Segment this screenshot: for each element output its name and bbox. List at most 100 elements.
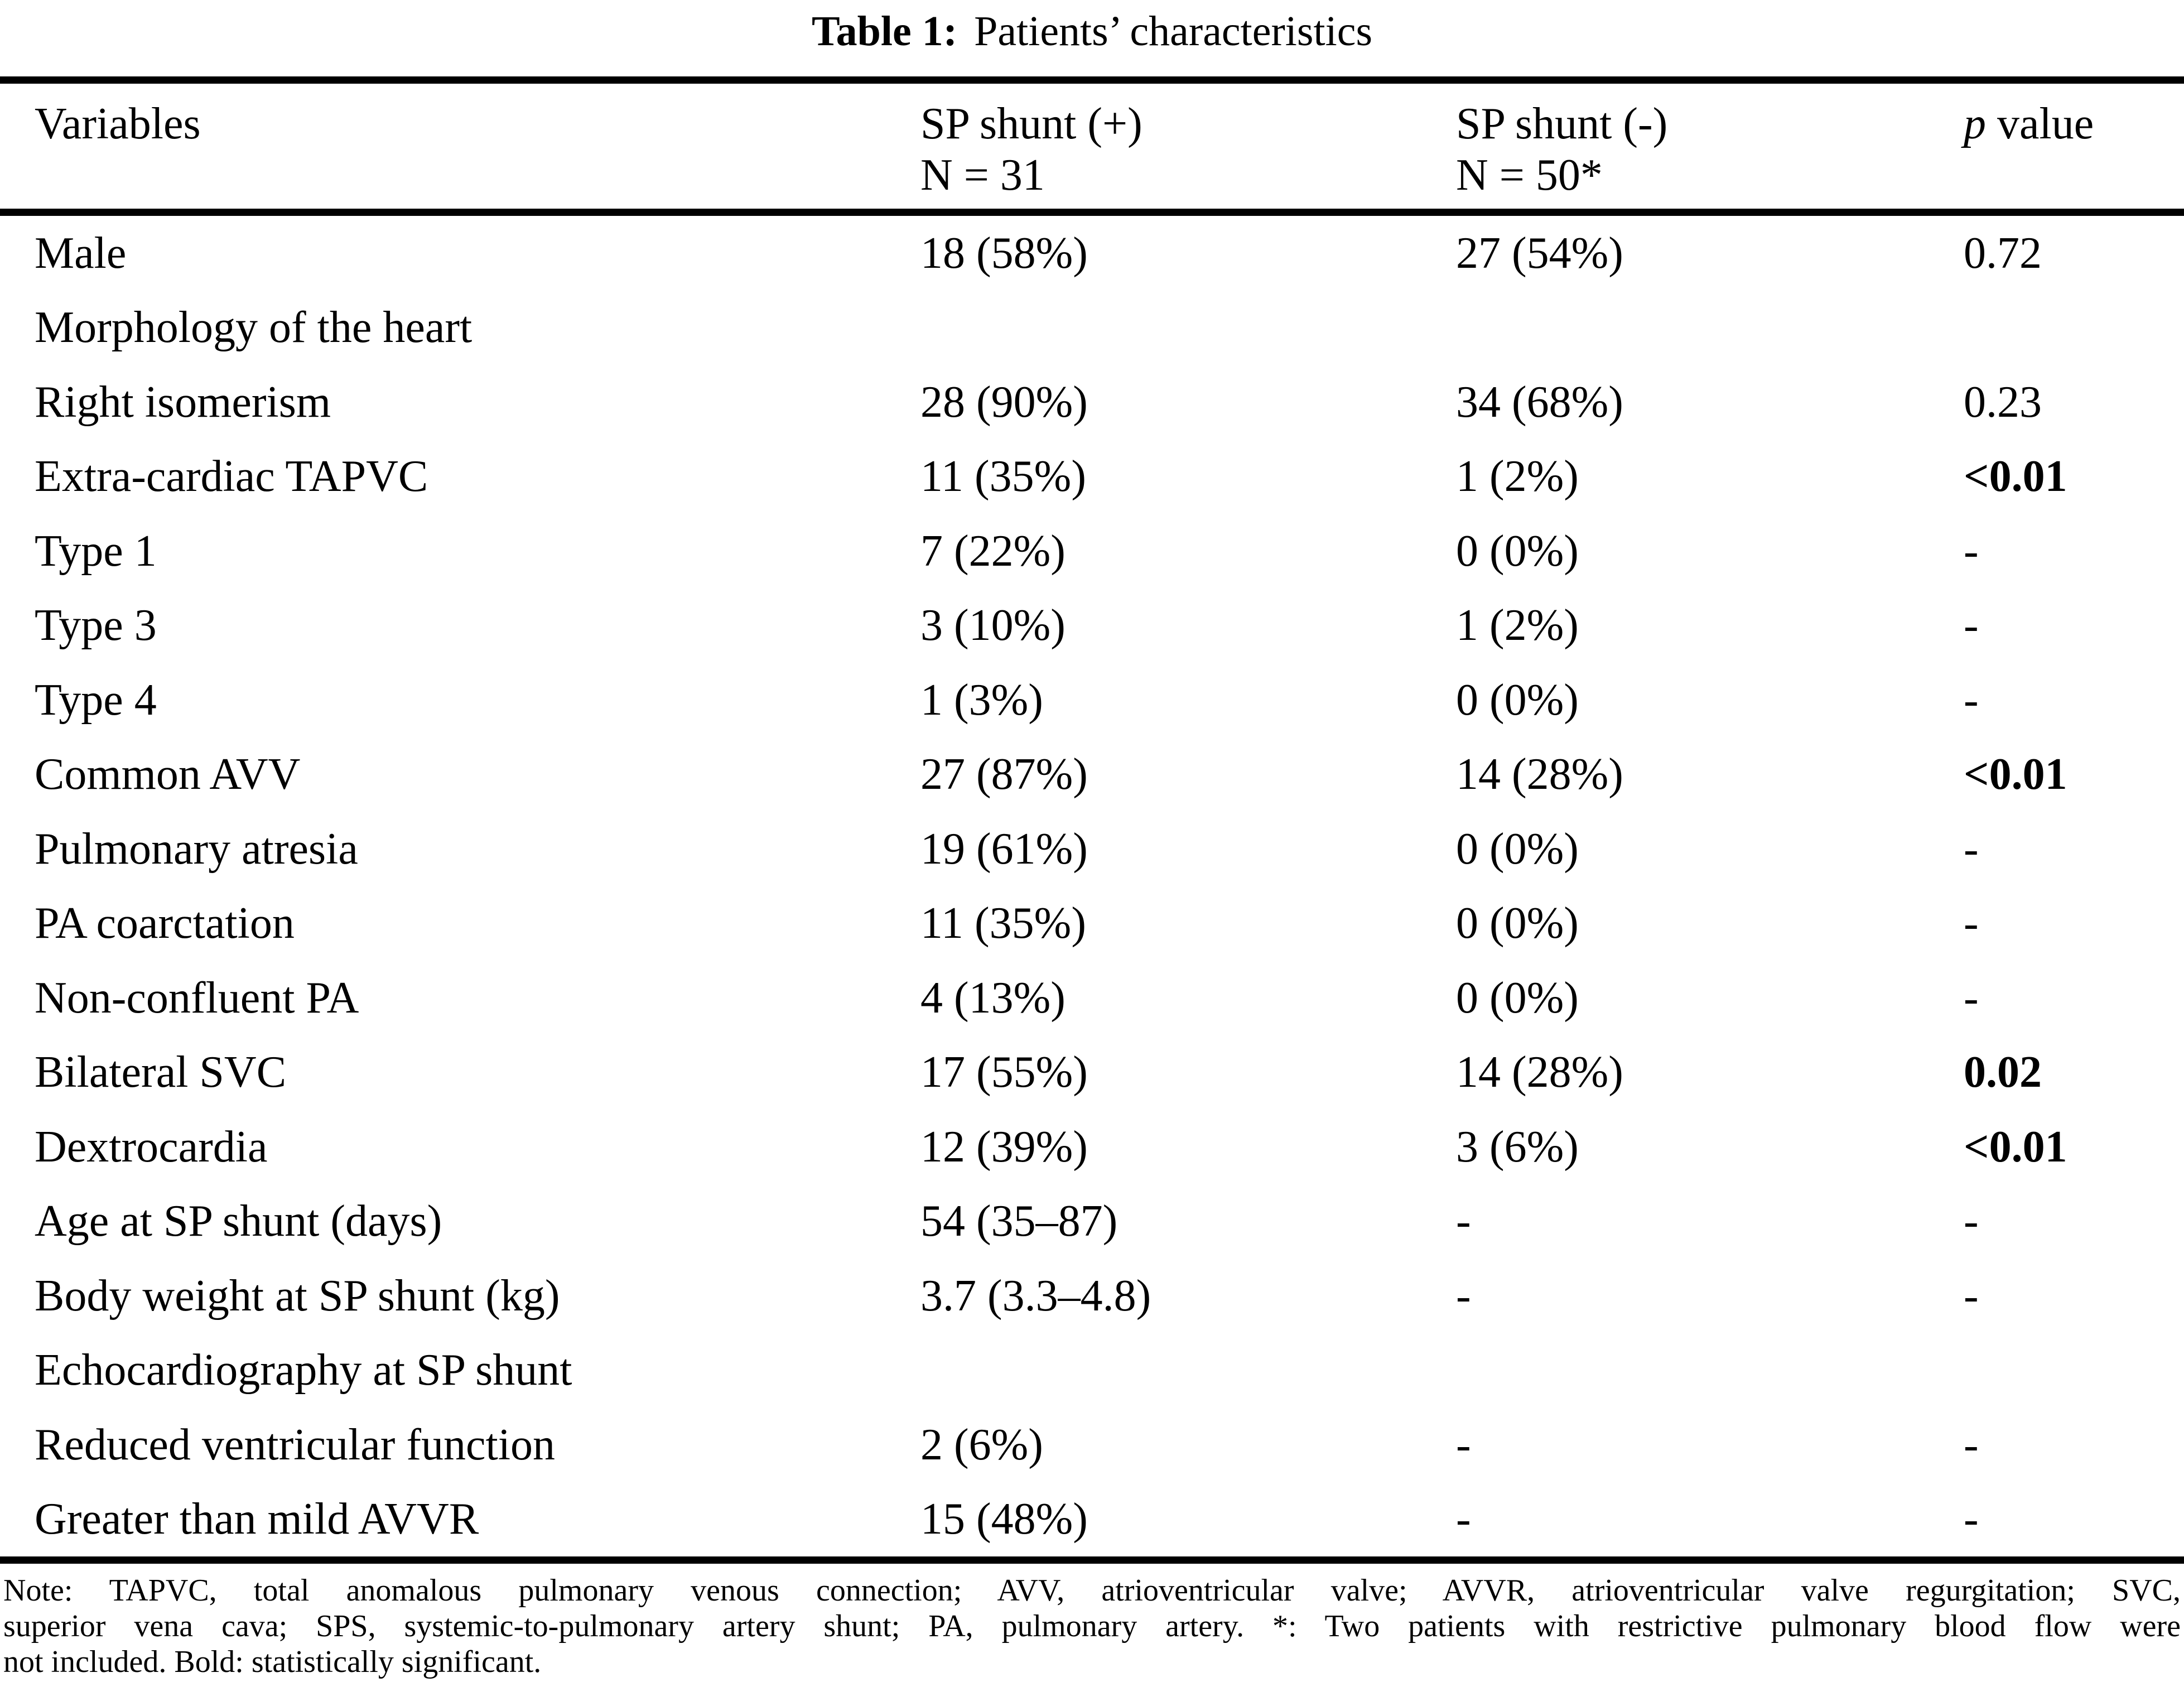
variable-cell: Dextrocardia bbox=[35, 1122, 268, 1172]
table-row: Pulmonary atresia 19 (61%) 0 (0%) - bbox=[0, 812, 2184, 886]
sp-shunt-neg-cell: 1 (2%) bbox=[1456, 452, 1579, 502]
table-row: Common AVV 27 (87%) 14 (28%) <0.01 bbox=[0, 738, 2184, 812]
p-value-cell: 0.23 bbox=[1964, 377, 2042, 427]
header-p-value: p value bbox=[1964, 99, 2094, 148]
sp-shunt-pos-cell: 17 (55%) bbox=[920, 1048, 1088, 1097]
sp-shunt-pos-cell: 1 (3%) bbox=[920, 675, 1043, 725]
header-sp-shunt-pos: SP shunt (+) N = 31 bbox=[920, 99, 1142, 200]
variable-cell: Greater than mild AVVR bbox=[35, 1495, 479, 1544]
table-row: Non-confluent PA 4 (13%) 0 (0%) - bbox=[0, 961, 2184, 1035]
table-note: Note: TAPVC, total anomalous pulmonary v… bbox=[0, 1573, 2184, 1680]
sp-shunt-neg-cell: 3 (6%) bbox=[1456, 1122, 1579, 1172]
sp-shunt-neg-cell: - bbox=[1456, 1420, 1471, 1469]
sp-shunt-pos-cell: 15 (48%) bbox=[920, 1495, 1088, 1544]
p-value-cell: - bbox=[1964, 973, 1979, 1023]
sp-shunt-neg-cell: - bbox=[1456, 1271, 1471, 1320]
table-header-rule bbox=[0, 209, 2184, 216]
variable-cell: Common AVV bbox=[35, 750, 301, 799]
sp-shunt-neg-cell: 0 (0%) bbox=[1456, 675, 1579, 725]
sp-shunt-pos-cell: 11 (35%) bbox=[920, 452, 1086, 502]
table-row: Reduced ventricular function 2 (6%) - - bbox=[0, 1408, 2184, 1482]
table-row: Morphology of the heart bbox=[0, 291, 2184, 365]
variable-cell: Type 3 bbox=[35, 601, 157, 650]
table-row: Type 1 7 (22%) 0 (0%) - bbox=[0, 514, 2184, 589]
table-row: PA coarctation 11 (35%) 0 (0%) - bbox=[0, 886, 2184, 961]
p-value-cell: - bbox=[1964, 1197, 1979, 1246]
table-row: Body weight at SP shunt (kg) 3.7 (3.3–4.8… bbox=[0, 1259, 2184, 1333]
table-row: Bilateral SVC 17 (55%) 14 (28%) 0.02 bbox=[0, 1035, 2184, 1110]
p-value-cell: 0.72 bbox=[1964, 228, 2042, 278]
sp-shunt-neg-cell: - bbox=[1456, 1495, 1471, 1544]
variable-cell: Body weight at SP shunt (kg) bbox=[35, 1271, 560, 1320]
variable-cell: Morphology of the heart bbox=[35, 303, 473, 353]
table-bottom-rule bbox=[0, 1556, 2184, 1564]
table-title-text: Patients’ characteristics bbox=[974, 8, 1373, 55]
p-value-cell: - bbox=[1964, 899, 1979, 948]
table-row: Greater than mild AVVR 15 (48%) - - bbox=[0, 1482, 2184, 1557]
sp-shunt-pos-cell: 54 (35–87) bbox=[920, 1197, 1118, 1246]
variable-cell: Non-confluent PA bbox=[35, 973, 359, 1023]
sp-shunt-neg-cell: 0 (0%) bbox=[1456, 526, 1579, 576]
table-body: Male 18 (58%) 27 (54%) 0.72 Morphology of th… bbox=[0, 216, 2184, 1556]
sp-shunt-pos-cell: 11 (35%) bbox=[920, 899, 1086, 948]
table-title: Table 1: Patients’ characteristics bbox=[0, 0, 2184, 76]
p-value-cell: - bbox=[1964, 675, 1979, 725]
table-top-rule bbox=[0, 76, 2184, 84]
sp-shunt-pos-cell: 7 (22%) bbox=[920, 526, 1066, 576]
note-line: superior vena cava; SPS, systemic-to-pul… bbox=[3, 1609, 2181, 1643]
variable-cell: PA coarctation bbox=[35, 899, 295, 948]
variable-cell: Echocardiography at SP shunt bbox=[35, 1346, 572, 1395]
variable-cell: Type 4 bbox=[35, 675, 157, 725]
sp-shunt-neg-cell: 27 (54%) bbox=[1456, 228, 1623, 278]
p-value-cell: - bbox=[1964, 1495, 1979, 1544]
p-value-cell: 0.02 bbox=[1964, 1048, 2042, 1097]
sp-shunt-neg-cell: 0 (0%) bbox=[1456, 973, 1579, 1023]
sp-shunt-neg-cell: 1 (2%) bbox=[1456, 601, 1579, 650]
p-value-cell: <0.01 bbox=[1964, 1122, 2067, 1172]
sp-shunt-pos-cell: 3.7 (3.3–4.8) bbox=[920, 1271, 1151, 1320]
sp-shunt-pos-cell: 3 (10%) bbox=[920, 601, 1066, 650]
variable-cell: Male bbox=[35, 228, 127, 278]
p-value-cell: - bbox=[1964, 824, 1979, 874]
header-variables: Variables bbox=[35, 99, 201, 148]
table-row: Male 18 (58%) 27 (54%) 0.72 bbox=[0, 216, 2184, 291]
sp-shunt-neg-cell: 0 (0%) bbox=[1456, 899, 1579, 948]
table-row: Type 4 1 (3%) 0 (0%) - bbox=[0, 663, 2184, 738]
table-header-row: Variables SP shunt (+) N = 31 SP shunt (… bbox=[0, 84, 2184, 209]
p-italic: p bbox=[1964, 99, 1986, 148]
sp-shunt-neg-cell: 34 (68%) bbox=[1456, 377, 1623, 427]
table-row: Echocardiography at SP shunt bbox=[0, 1333, 2184, 1408]
sp-shunt-pos-cell: 2 (6%) bbox=[920, 1420, 1043, 1469]
variable-cell: Extra-cardiac TAPVC bbox=[35, 452, 428, 502]
sp-shunt-pos-cell: 28 (90%) bbox=[920, 377, 1088, 427]
table-row: Type 3 3 (10%) 1 (2%) - bbox=[0, 589, 2184, 663]
header-sp-shunt-neg: SP shunt (-) N = 50* bbox=[1456, 99, 1668, 200]
table-title-label: Table 1: bbox=[811, 8, 958, 55]
sp-shunt-neg-cell: 14 (28%) bbox=[1456, 1048, 1623, 1097]
p-value-cell: <0.01 bbox=[1964, 452, 2067, 502]
sp-shunt-pos-cell: 18 (58%) bbox=[920, 228, 1088, 278]
sp-shunt-pos-cell: 27 (87%) bbox=[920, 750, 1088, 799]
table-row: Extra-cardiac TAPVC 11 (35%) 1 (2%) <0.01 bbox=[0, 440, 2184, 514]
sp-shunt-pos-cell: 19 (61%) bbox=[920, 824, 1088, 874]
sp-shunt-pos-cell: 12 (39%) bbox=[920, 1122, 1088, 1172]
variable-cell: Pulmonary atresia bbox=[35, 824, 358, 874]
variable-cell: Age at SP shunt (days) bbox=[35, 1197, 442, 1246]
p-value-cell: - bbox=[1964, 1420, 1979, 1469]
sp-shunt-pos-cell: 4 (13%) bbox=[920, 973, 1066, 1023]
p-value-cell: - bbox=[1964, 526, 1979, 576]
note-line: Note: TAPVC, total anomalous pulmonary v… bbox=[3, 1573, 2181, 1608]
variable-cell: Reduced ventricular function bbox=[35, 1420, 555, 1469]
sp-shunt-neg-cell: - bbox=[1456, 1197, 1471, 1246]
variable-cell: Type 1 bbox=[35, 526, 157, 576]
p-value-cell: - bbox=[1964, 1271, 1979, 1320]
variable-cell: Right isomerism bbox=[35, 377, 331, 427]
sp-shunt-neg-cell: 14 (28%) bbox=[1456, 750, 1623, 799]
note-line: not included. Bold: statistically signif… bbox=[3, 1645, 542, 1679]
p-value-cell: - bbox=[1964, 601, 1979, 650]
sp-shunt-neg-cell: 0 (0%) bbox=[1456, 824, 1579, 874]
variable-cell: Bilateral SVC bbox=[35, 1048, 287, 1097]
p-value-cell: <0.01 bbox=[1964, 750, 2067, 799]
table-row: Age at SP shunt (days) 54 (35–87) - - bbox=[0, 1184, 2184, 1259]
